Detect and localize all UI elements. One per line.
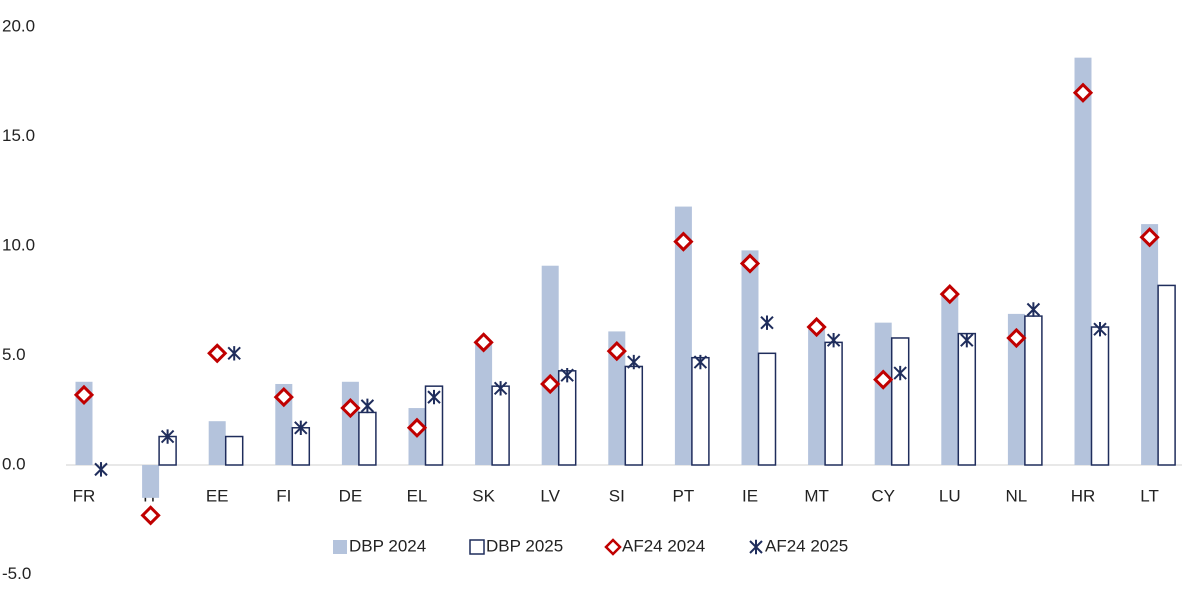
diamond-marker [1072,82,1094,103]
x-tick-label: SK [472,486,495,505]
diamond-marker [806,316,827,338]
diamond-marker [540,373,561,395]
bar [1007,313,1025,465]
star-marker [826,332,841,348]
star-marker [493,381,508,396]
bar [541,265,559,465]
star-marker [94,462,108,477]
diamond-marker [673,231,694,252]
x-tick-label: IE [742,486,758,505]
y-tick-label: 10.0 [2,235,35,254]
y-tick-label: 5.0 [2,345,26,364]
star-marker [160,429,175,444]
bar [691,356,710,466]
x-tick-label: HR [1071,486,1096,505]
bar [224,435,244,466]
x-tick-label: SI [609,486,625,505]
star-marker [693,354,708,370]
bar [674,206,692,465]
bar [890,337,910,466]
bar [341,381,359,465]
bar [941,294,959,465]
star-marker [1093,322,1107,337]
y-tick-label: 20.0 [2,16,35,35]
legend-label: DBP 2024 [349,536,426,555]
diamond-marker [340,397,361,419]
bar [491,385,510,466]
bar [75,381,93,465]
x-tick-label: FR [73,486,96,505]
diamond-marker [73,384,95,406]
bar [757,352,777,466]
diamond-marker [739,253,761,274]
x-tick-label: LU [939,486,961,505]
x-tick-label: LV [540,486,560,505]
bar [1024,315,1043,466]
bar [358,411,377,466]
diamond-marker [1139,227,1160,248]
bar [1141,224,1159,465]
bar [1090,326,1110,466]
star-marker [427,389,441,405]
bar [1074,57,1092,465]
x-tick-label: EE [206,486,229,505]
diamond-marker [273,386,294,408]
legend-swatch [333,540,347,554]
diamond-marker [473,332,494,353]
star-marker [960,332,974,348]
bar [824,341,843,466]
legend-swatch [469,539,485,555]
star-marker [893,365,907,381]
x-tick-label: CY [871,486,895,505]
star-marker [627,354,641,370]
bar [557,370,577,466]
diamond-marker [606,340,627,362]
bar [275,383,293,465]
star-marker [227,346,241,361]
star-marker [360,398,375,414]
bar [424,385,444,466]
x-tick-label: NL [1006,486,1028,505]
diamond-marker [207,343,228,364]
star-marker [294,420,308,435]
bar [874,322,892,465]
bar [208,421,226,465]
diamond-marker [140,505,161,526]
diamond-marker [1006,327,1027,349]
x-tick-label: MT [804,486,829,505]
bar [608,331,626,465]
legend-swatch [749,539,763,555]
star-marker [760,315,774,330]
bar [142,465,160,498]
y-tick-label: -5.0 [2,564,31,583]
star-marker [1026,302,1041,317]
legend-swatch [604,538,622,556]
diamond-marker [873,369,894,390]
diamond-marker [939,284,960,305]
legend-label: DBP 2025 [486,536,563,555]
x-tick-label: DE [339,486,363,505]
diamond-marker [406,417,428,438]
legend-label: AF24 2024 [622,536,705,555]
star-marker [560,368,574,383]
bar [624,365,644,466]
x-tick-label: FI [276,486,291,505]
x-tick-label: PT [673,486,695,505]
legend-label: AF24 2025 [765,536,848,555]
bar [475,342,493,465]
y-tick-label: 0.0 [2,454,26,473]
bar [741,250,759,465]
bar [808,329,826,465]
x-tick-label: EL [407,486,428,505]
x-tick-label: LT [1140,486,1159,505]
bar [957,332,977,466]
y-tick-label: 15.0 [2,126,35,145]
bar [1157,284,1176,466]
